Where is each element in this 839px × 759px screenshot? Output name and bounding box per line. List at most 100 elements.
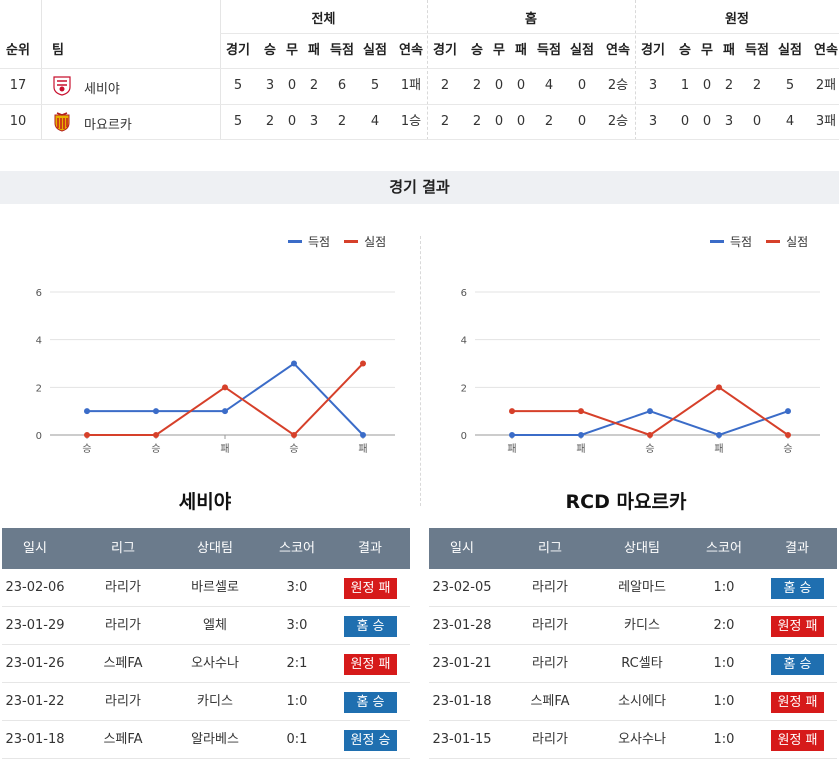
conceded-point	[360, 360, 366, 367]
scored-line	[512, 410, 789, 437]
stat-away-3: 3	[724, 114, 734, 129]
match-row[interactable]: 23-01-18 스페FA 알라베스 0:1 원정 승	[2, 721, 410, 759]
result-badge: 원정 패	[771, 616, 824, 637]
stat-away-2: 0	[702, 78, 712, 93]
match-row[interactable]: 23-01-15 라리가 오사수나 1:0 원정 패	[429, 721, 837, 759]
match-row[interactable]: 23-02-05 라리가 레알마드 1:0 홈 승	[429, 569, 837, 607]
match-league: 라리가	[532, 656, 568, 671]
match-score: 2:0	[713, 618, 735, 633]
y-tick-label: 4	[36, 336, 42, 347]
section-title: 경기 결과	[389, 178, 450, 196]
x-tick-label: 패	[220, 443, 229, 455]
match-opponent: 소시에다	[618, 694, 666, 709]
stat-overall-5: 5	[370, 78, 380, 93]
stat-overall-4: 6	[337, 78, 347, 93]
x-tick-label: 승	[289, 443, 298, 455]
result-badge: 원정 승	[344, 730, 397, 751]
chart-title-sevilla: 세비야	[178, 491, 232, 513]
match-table-header: 일시 리그 상대팀 스코어 결과	[429, 528, 837, 569]
stat-home-6: 2승	[607, 78, 629, 93]
column-header: 일시	[23, 541, 47, 556]
sevilla-crest-icon	[53, 76, 71, 96]
match-opponent: 알라베스	[191, 732, 239, 747]
scored-point	[509, 432, 515, 438]
y-tick-label: 6	[461, 288, 467, 299]
y-tick-label: 2	[461, 383, 467, 394]
match-row[interactable]: 23-01-26 스페FA 오사수나 2:1 원정 패	[2, 645, 410, 683]
match-date: 23-02-05	[432, 580, 492, 595]
match-score: 1:0	[286, 694, 308, 709]
sub-header-away-3: 패	[723, 43, 735, 58]
x-tick-label: 승	[783, 443, 792, 455]
legend-swatch-conceded	[344, 240, 359, 243]
sub-header-overall-1: 승	[264, 43, 276, 58]
sub-header-home-2: 무	[493, 43, 505, 58]
stat-overall-6: 1패	[400, 78, 422, 93]
stat-home-0: 2	[440, 114, 450, 129]
scored-point	[360, 432, 366, 438]
scored-point	[84, 408, 90, 415]
match-opponent: 오사수나	[191, 656, 239, 671]
sub-header-home-3: 패	[515, 43, 527, 58]
team-name-sevilla[interactable]: 세비야	[84, 82, 120, 97]
match-date: 23-02-06	[5, 580, 65, 595]
x-tick-label: 패	[358, 443, 367, 455]
match-row[interactable]: 23-02-06 라리가 바르셀로 3:0 원정 패	[2, 569, 410, 607]
column-header: 스코어	[706, 541, 742, 556]
sub-header-home-4: 득점	[537, 43, 561, 58]
chart-divider	[420, 236, 421, 506]
stat-home-3: 0	[516, 78, 526, 93]
scored-line	[87, 362, 364, 436]
stat-home-5: 0	[577, 78, 587, 93]
column-header: 상대팀	[197, 541, 233, 556]
stat-home-1: 2	[472, 114, 482, 129]
column-header: 리그	[111, 541, 135, 556]
team-name-mallorca[interactable]: 마요르카	[84, 118, 132, 133]
match-date: 23-01-18	[432, 694, 492, 709]
column-header: 리그	[538, 541, 562, 556]
match-score: 1:0	[713, 732, 735, 747]
x-tick-label: 승	[645, 443, 654, 455]
conceded-point	[153, 432, 159, 438]
conceded-point	[578, 408, 584, 415]
stat-away-4: 0	[752, 114, 762, 129]
stat-away-2: 0	[702, 114, 712, 129]
group-header-away: 원정	[725, 12, 749, 27]
stat-away-5: 5	[785, 78, 795, 93]
stat-home-2: 0	[494, 114, 504, 129]
stat-home-4: 2	[544, 114, 554, 129]
match-row[interactable]: 23-01-29 라리가 엘체 3:0 홈 승	[2, 607, 410, 645]
sub-header-home-1: 승	[471, 43, 483, 58]
match-opponent: 레알마드	[618, 580, 666, 595]
stat-overall-6: 1승	[400, 114, 422, 129]
result-badge: 홈 승	[771, 654, 824, 675]
y-tick-label: 0	[461, 431, 467, 442]
match-row[interactable]: 23-01-22 라리가 카디스 1:0 홈 승	[2, 683, 410, 721]
legend-label-scored: 득점	[308, 235, 331, 249]
x-tick-label: 패	[714, 443, 723, 455]
stat-overall-5: 4	[370, 114, 380, 129]
result-badge: 홈 승	[771, 578, 824, 599]
stat-away-1: 0	[680, 114, 690, 129]
column-header: 일시	[450, 541, 474, 556]
match-date: 23-01-22	[5, 694, 65, 709]
stat-home-4: 4	[544, 78, 554, 93]
match-league: 스페FA	[103, 656, 143, 671]
match-date: 23-01-21	[432, 656, 492, 671]
conceded-point	[785, 432, 791, 438]
stat-away-5: 4	[785, 114, 795, 129]
sevilla-chart-svg: 0 2 4 6 승 승 패 승 패	[36, 288, 395, 455]
match-score: 1:0	[713, 580, 735, 595]
match-row[interactable]: 23-01-18 스페FA 소시에다 1:0 원정 패	[429, 683, 837, 721]
rank-sevilla: 17	[9, 78, 27, 93]
scored-point	[716, 432, 722, 438]
stat-away-6: 3패	[815, 114, 837, 129]
match-score: 3:0	[286, 580, 308, 595]
sevilla-match-table: 일시 리그 상대팀 스코어 결과 23-02-06 라리가 바르셀로 3:0 원정 패 23-01-…	[2, 528, 410, 759]
match-date: 23-01-26	[5, 656, 65, 671]
legend-label-conceded: 실점	[786, 235, 809, 249]
match-row[interactable]: 23-01-28 라리가 카디스 2:0 원정 패	[429, 607, 837, 645]
mallorca-crest-icon	[54, 112, 70, 132]
match-row[interactable]: 23-01-21 라리가 RC셀타 1:0 홈 승	[429, 645, 837, 683]
sub-header-away-6: 연속	[814, 43, 838, 58]
